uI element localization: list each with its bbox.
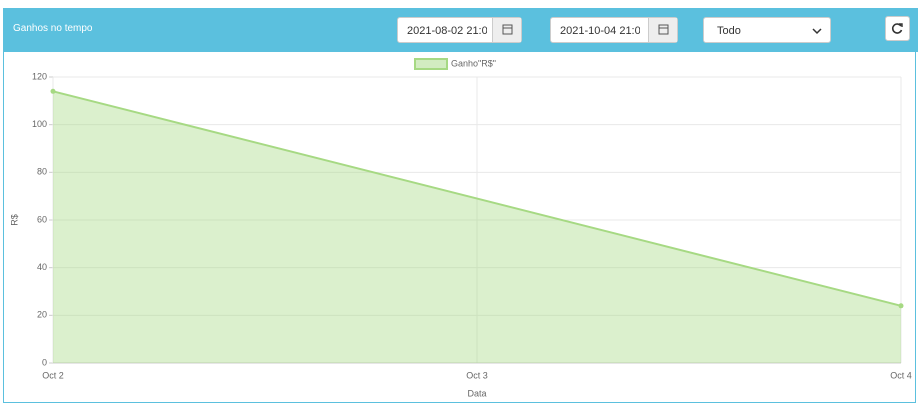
calendar-icon bbox=[502, 24, 513, 35]
calendar-button[interactable] bbox=[648, 18, 677, 42]
y-tick-label: 100 bbox=[32, 119, 47, 129]
legend-label: Ganho"R$" bbox=[451, 58, 496, 68]
x-tick-label: Oct 3 bbox=[466, 370, 488, 380]
y-axis-label: R$ bbox=[9, 214, 19, 226]
y-tick-label: 60 bbox=[37, 214, 47, 224]
refresh-button[interactable] bbox=[885, 16, 910, 41]
refresh-icon bbox=[891, 23, 903, 34]
x-tick-label: Oct 2 bbox=[42, 370, 64, 380]
date-to[interactable]: 2021-10-04 21:00 bbox=[550, 17, 678, 43]
period-select[interactable]: Todo bbox=[703, 17, 831, 43]
line bbox=[52, 90, 902, 307]
period-value: Todo bbox=[717, 25, 741, 37]
calendar-button[interactable] bbox=[492, 18, 521, 42]
y-tick-label: 40 bbox=[37, 262, 47, 272]
x-axis-label: Data bbox=[467, 388, 486, 398]
legend-swatch bbox=[414, 58, 448, 70]
panel-title: Ganhos no tempo bbox=[13, 23, 93, 34]
point bbox=[898, 303, 904, 309]
y-tick-label: 120 bbox=[32, 71, 47, 81]
panel-header: Ganhos no tempo 2021-08-02 21:00 2021-10… bbox=[3, 8, 918, 52]
date-from-value: 2021-08-02 21:00 bbox=[407, 25, 487, 37]
date-to-value: 2021-10-04 21:00 bbox=[560, 25, 640, 37]
y-tick-label: 20 bbox=[37, 310, 47, 320]
date-from[interactable]: 2021-08-02 21:00 bbox=[397, 17, 522, 43]
area bbox=[53, 91, 901, 364]
y-tick-label: 80 bbox=[37, 167, 47, 177]
calendar-icon bbox=[658, 24, 669, 35]
point bbox=[50, 88, 56, 94]
chevron bbox=[812, 28, 822, 35]
y-tick-label: 0 bbox=[42, 357, 47, 367]
x-tick-label: Oct 4 bbox=[890, 370, 912, 380]
